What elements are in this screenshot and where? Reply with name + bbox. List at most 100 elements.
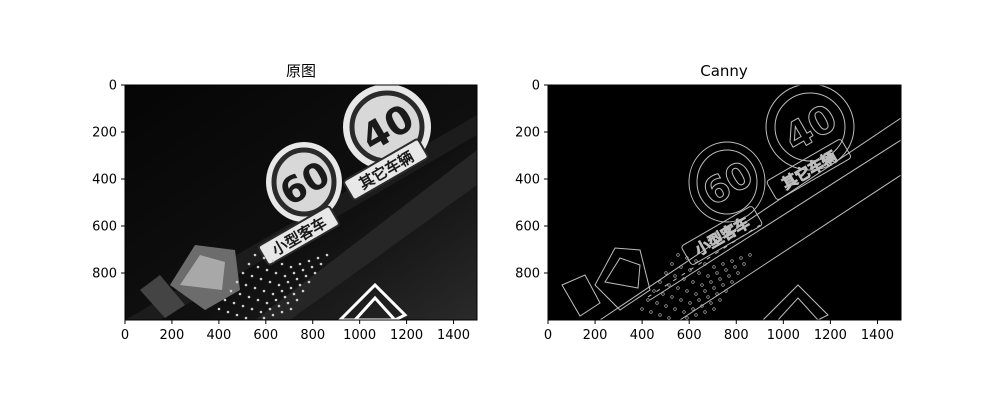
building-light — [730, 259, 734, 263]
building-light — [226, 310, 230, 314]
building-light — [721, 283, 725, 287]
building-light — [301, 268, 305, 272]
building-light — [247, 295, 251, 299]
building-light — [691, 307, 695, 311]
building-light — [646, 298, 650, 302]
y-tick-label: 600 — [515, 220, 540, 235]
building-light — [697, 298, 701, 302]
building-light — [277, 283, 281, 287]
building-light — [712, 265, 716, 269]
building-light — [241, 271, 245, 275]
y-tick-label: 400 — [92, 173, 117, 188]
building-light — [238, 292, 242, 296]
building-light — [316, 256, 320, 260]
original-axes-frame — [124, 84, 478, 321]
x-tick-label: 200 — [583, 328, 608, 343]
building-light — [670, 262, 674, 266]
x-tick-label: 600 — [253, 328, 278, 343]
building-light — [262, 289, 266, 293]
x-tick-label: 1200 — [814, 328, 847, 343]
building-light — [259, 277, 263, 281]
building-light — [217, 307, 221, 311]
building-light — [664, 304, 668, 308]
building-light — [253, 253, 257, 257]
building-light — [706, 274, 710, 278]
building-light — [682, 277, 686, 281]
building-light — [289, 307, 293, 311]
building-light — [310, 265, 314, 269]
building-light — [292, 271, 296, 275]
building-light — [724, 268, 728, 272]
y-tick-label: 800 — [92, 267, 117, 282]
building-light — [289, 265, 293, 269]
building-light — [676, 286, 680, 290]
building-light — [679, 298, 683, 302]
building-light — [730, 280, 734, 284]
building-light — [655, 301, 659, 305]
building-light — [709, 280, 713, 284]
building-light — [700, 304, 704, 308]
building-light — [685, 256, 689, 260]
canny-y-axis: 0 200 400 600 800 — [515, 79, 548, 282]
building-light — [712, 286, 716, 290]
building-light — [748, 253, 752, 257]
building-light — [280, 310, 284, 314]
building-light — [274, 298, 278, 302]
building-light — [715, 292, 719, 296]
building-light — [739, 256, 743, 260]
building-light — [304, 274, 308, 278]
building-light — [250, 274, 254, 278]
building-light — [694, 313, 698, 317]
building-light — [697, 271, 701, 275]
building-light — [673, 307, 677, 311]
building-light — [253, 286, 257, 290]
building-light — [688, 268, 692, 272]
building-light — [682, 310, 686, 314]
building-light — [727, 274, 731, 278]
building-light — [265, 301, 269, 305]
building-light — [658, 313, 662, 317]
building-light — [718, 277, 722, 281]
y-tick-label: 200 — [515, 126, 540, 141]
building-light — [289, 286, 293, 290]
building-light — [313, 271, 317, 275]
building-light — [688, 301, 692, 305]
building-light — [709, 301, 713, 305]
original-x-axis: 0 200 400 600 800 1000 1200 1400 — [121, 320, 470, 343]
x-tick-label: 1000 — [767, 328, 800, 343]
building-light — [736, 271, 740, 275]
building-light — [664, 271, 668, 275]
building-light — [715, 271, 719, 275]
x-tick-label: 600 — [677, 328, 702, 343]
building-light — [247, 262, 251, 266]
original-image-panel: 原图 60 40 — [92, 62, 478, 343]
building-light — [703, 262, 707, 266]
building-light — [271, 292, 275, 296]
building-light — [244, 283, 248, 287]
building-light — [667, 316, 671, 320]
building-light — [262, 316, 266, 320]
canny-axes-frame — [547, 84, 902, 321]
building-light — [694, 292, 698, 296]
y-tick-label: 200 — [92, 126, 117, 141]
building-light — [244, 316, 248, 320]
x-tick-label: 800 — [724, 328, 749, 343]
y-tick-label: 0 — [109, 79, 117, 94]
building-light — [259, 310, 263, 314]
building-light — [292, 292, 296, 296]
building-light — [307, 280, 311, 284]
building-light — [706, 295, 710, 299]
building-light — [223, 298, 227, 302]
building-light — [298, 283, 302, 287]
building-light — [679, 265, 683, 269]
building-light — [307, 259, 311, 263]
building-light — [691, 280, 695, 284]
building-light — [700, 283, 704, 287]
building-light — [640, 307, 644, 311]
building-light — [235, 313, 239, 317]
y-tick-label: 400 — [515, 173, 540, 188]
building-light — [241, 304, 245, 308]
original-y-axis: 0 200 400 600 800 — [92, 79, 125, 282]
building-light — [265, 268, 269, 272]
